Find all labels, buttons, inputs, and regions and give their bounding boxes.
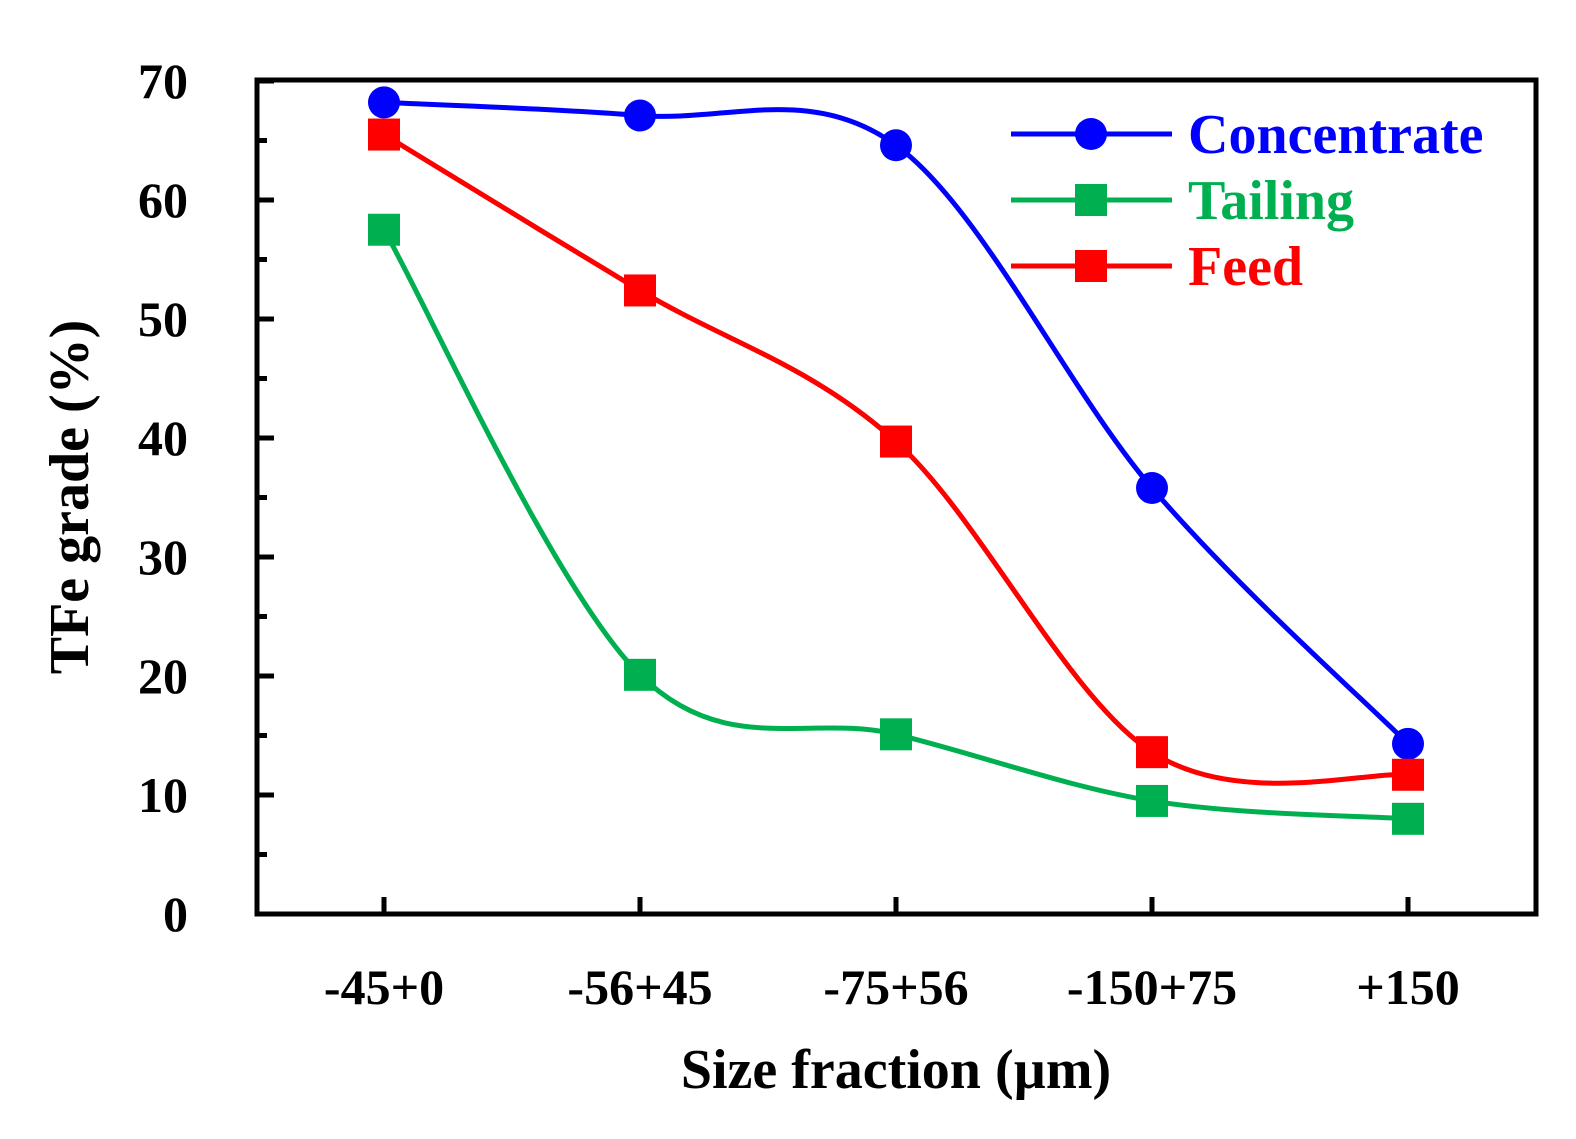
y-tick-label: 30 — [138, 529, 188, 585]
data-point-concentrate — [624, 99, 656, 132]
legend-item-tailing: Tailing — [1011, 170, 1354, 232]
data-point-tailing — [368, 213, 400, 246]
y-tick-label: 40 — [138, 410, 188, 466]
data-point-feed — [624, 274, 656, 307]
x-tick-label: -75+56 — [823, 959, 968, 1015]
legend-marker-tailing — [1075, 184, 1107, 216]
data-point-concentrate — [368, 86, 400, 119]
data-point-feed — [1392, 758, 1424, 791]
data-point-tailing — [1136, 784, 1168, 817]
series-line-concentrate — [383, 99, 1410, 746]
y-tick-label: 50 — [138, 291, 188, 347]
y-tick-label: 60 — [138, 172, 188, 228]
x-axis-title: Size fraction (µm) — [681, 1039, 1111, 1101]
data-point-feed — [880, 425, 912, 458]
legend-item-concentrate: Concentrate — [1011, 104, 1483, 166]
data-point-concentrate — [1392, 727, 1424, 760]
x-tick-label: +150 — [1356, 959, 1460, 1015]
y-tick-label: 0 — [163, 886, 188, 942]
x-tick-label: -45+0 — [324, 959, 444, 1015]
x-tick-label: -150+75 — [1067, 959, 1237, 1015]
y-axis: 0 10 20 30 40 50 60 70 — [138, 53, 274, 942]
legend-marker-concentrate — [1075, 118, 1107, 150]
y-tick-label: 20 — [138, 648, 188, 704]
data-point-tailing — [1392, 802, 1424, 835]
legend-label-tailing: Tailing — [1188, 170, 1354, 232]
y-axis-title: TFe grade (%) — [39, 320, 101, 675]
series-feed — [368, 118, 1424, 791]
x-axis: -45+0 -56+45 -75+56 -150+75 +150 — [324, 897, 1460, 1015]
legend-item-feed: Feed — [1011, 236, 1303, 298]
y-tick-label: 10 — [138, 767, 188, 823]
legend-label-concentrate: Concentrate — [1188, 104, 1483, 166]
data-point-concentrate — [1136, 471, 1168, 504]
y-tick-label: 70 — [138, 53, 188, 109]
x-tick-label: -56+45 — [567, 959, 712, 1015]
data-point-concentrate — [880, 129, 912, 162]
series-tailing — [368, 213, 1424, 835]
data-point-tailing — [624, 658, 656, 691]
legend-label-feed: Feed — [1188, 236, 1303, 298]
data-point-tailing — [880, 718, 912, 751]
series-layer — [368, 86, 1424, 835]
legend-marker-feed — [1075, 250, 1107, 282]
data-point-feed — [368, 118, 400, 151]
series-concentrate — [368, 86, 1424, 760]
series-line-tailing — [381, 228, 1409, 822]
data-point-feed — [1136, 736, 1168, 769]
